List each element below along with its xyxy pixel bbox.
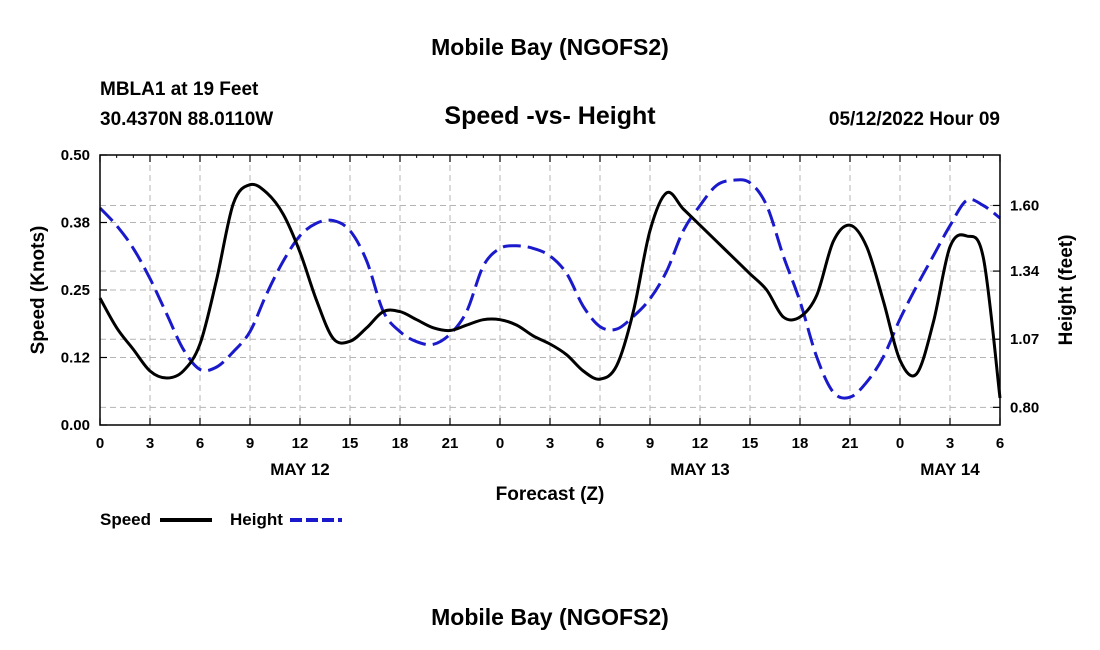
x-tick-label: 15 — [342, 435, 359, 452]
x-axis-label: Forecast (Z) — [496, 484, 605, 505]
x-tick-label: 3 — [546, 435, 554, 452]
station-line2: 30.4370N 88.0110W — [100, 109, 273, 130]
series-line-speed — [98, 182, 1002, 399]
axis-ticks: 0 3 6 9 12 15 18 21 0 3 6 9 12 15 18 21 0 3 6 MAY 12 MAY 13 M… — [61, 147, 1040, 479]
y-left-tick-label: 0.50 — [61, 147, 90, 164]
chart-subtitle: Speed -vs- Height — [444, 102, 656, 130]
x-tick-label: 6 — [196, 435, 204, 452]
date-label: MAY 13 — [670, 460, 730, 479]
legend-label-speed: Speed — [100, 510, 151, 529]
series-layer — [98, 178, 1002, 400]
x-tick-label: 21 — [442, 435, 459, 452]
x-tick-label: 18 — [792, 435, 809, 452]
x-tick-label: 6 — [996, 435, 1004, 452]
x-tick-label: 12 — [292, 435, 309, 452]
x-tick-label: 6 — [596, 435, 604, 452]
y-right-tick-label: 1.60 — [1010, 197, 1039, 214]
bottom-title: Mobile Bay (NGOFS2) — [431, 604, 669, 630]
grid — [100, 155, 1000, 425]
legend-label-height: Height — [230, 510, 283, 529]
x-tick-label: 9 — [246, 435, 254, 452]
date-label: MAY 14 — [920, 460, 980, 479]
x-tick-label: 12 — [692, 435, 709, 452]
legend: Speed Height — [100, 510, 342, 529]
x-tick-label: 3 — [946, 435, 954, 452]
y-right-tick-label: 0.80 — [1010, 399, 1039, 416]
y-axis-label-right: Height (feet) — [1056, 235, 1077, 346]
x-tick-label: 0 — [96, 435, 104, 452]
x-tick-label: 15 — [742, 435, 759, 452]
y-right-tick-label: 1.34 — [1010, 263, 1040, 280]
x-tick-label: 0 — [896, 435, 904, 452]
date-label: MAY 12 — [270, 460, 330, 479]
top-title: Mobile Bay (NGOFS2) — [431, 34, 669, 60]
station-line1: MBLA1 at 19 Feet — [100, 79, 259, 100]
y-left-tick-label: 0.38 — [61, 215, 90, 232]
series-line-height — [98, 178, 1001, 400]
x-tick-label: 18 — [392, 435, 409, 452]
y-left-tick-label: 0.12 — [61, 350, 90, 367]
forecast-date: 05/12/2022 Hour 09 — [829, 109, 1000, 130]
y-left-tick-label: 0.00 — [61, 417, 90, 434]
y-left-tick-label: 0.25 — [61, 282, 90, 299]
x-tick-label: 9 — [646, 435, 654, 452]
y-axis-label-left: Speed (Knots) — [28, 226, 49, 355]
x-tick-label: 3 — [146, 435, 154, 452]
x-tick-label: 21 — [842, 435, 859, 452]
x-tick-label: 0 — [496, 435, 504, 452]
y-right-tick-label: 1.07 — [1010, 331, 1039, 348]
